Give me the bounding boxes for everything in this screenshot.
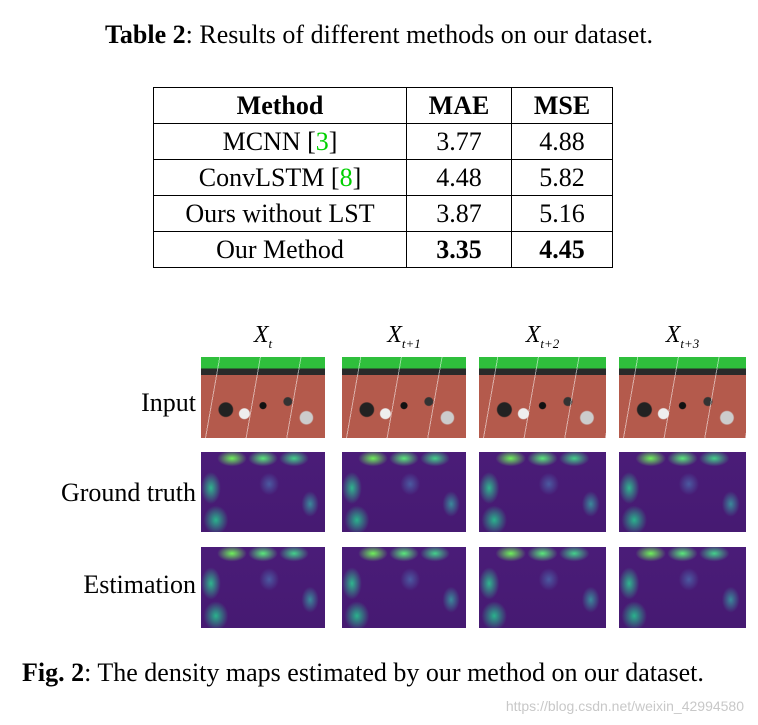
table-label: Table 2 xyxy=(104,20,186,49)
row-label: Input xyxy=(141,388,196,417)
symbol: X xyxy=(525,322,541,348)
input-frame xyxy=(479,357,606,438)
input-frame xyxy=(342,357,466,438)
density-map xyxy=(201,547,325,628)
column-label: Xt xyxy=(201,322,325,352)
method-text: ConvLSTM [ xyxy=(198,163,340,192)
symbol: X xyxy=(387,322,402,348)
symbol: X xyxy=(253,322,269,348)
density-map xyxy=(619,452,746,532)
column-label: Xt+3 xyxy=(621,322,745,352)
figure-caption: Fig. 2: The density maps estimated by ou… xyxy=(22,656,748,690)
input-frame xyxy=(201,357,325,438)
subscript: t+1 xyxy=(401,335,421,351)
density-map xyxy=(201,452,325,532)
input-frame xyxy=(619,357,746,438)
mse-cell: 4.45 xyxy=(511,231,613,268)
method-cell: ConvLSTM [8] xyxy=(153,159,407,196)
row-label: Ground truth xyxy=(60,478,196,507)
row-label: Estimation xyxy=(83,570,196,599)
mae-cell: 4.48 xyxy=(406,159,512,196)
method-cell: Ours without LST xyxy=(153,195,407,232)
method-cell: Our Method xyxy=(153,231,407,268)
mse-cell: 5.16 xyxy=(511,195,613,232)
method-text: ] xyxy=(352,163,362,192)
watermark: https://blog.csdn.net/weixin_42994580 xyxy=(505,698,744,714)
column-label: Xt+1 xyxy=(342,322,466,352)
results-table: Method MAE MSE MCNN [3] 3.77 4.88 ConvLSTM [8]… xyxy=(153,87,613,268)
mae-cell: 3.35 xyxy=(406,231,512,268)
header-row: Method MAE MSE xyxy=(153,87,613,124)
header-cell: MSE xyxy=(511,87,613,124)
header-cell: MAE xyxy=(406,87,512,124)
table-row: Ours without LST 3.87 5.16 xyxy=(153,195,613,232)
mse-cell: 5.82 xyxy=(511,159,613,196)
symbol: X xyxy=(665,322,681,348)
density-map xyxy=(479,547,606,628)
method-text: ] xyxy=(328,127,338,156)
method-text: Our Method xyxy=(216,235,344,264)
method-text: MCNN [ xyxy=(222,127,316,156)
density-map xyxy=(342,452,466,532)
subscript: t+3 xyxy=(680,335,700,351)
subscript: t+2 xyxy=(540,335,560,351)
column-label: Xt+2 xyxy=(481,322,605,352)
method-cell: MCNN [3] xyxy=(153,123,407,160)
caption-text: : Results of different methods on our da… xyxy=(185,20,654,49)
density-map xyxy=(619,547,746,628)
table-caption: Table 2: Results of different methods on… xyxy=(0,20,758,50)
caption-text: : The density maps estimated by our meth… xyxy=(84,658,704,687)
mae-cell: 3.87 xyxy=(406,195,512,232)
header-cell: Method xyxy=(153,87,407,124)
figure-label: Fig. 2 xyxy=(22,658,85,687)
mae-cell: 3.77 xyxy=(406,123,512,160)
table-row: Our Method 3.35 4.45 xyxy=(153,231,613,268)
table-row: MCNN [3] 3.77 4.88 xyxy=(153,123,613,160)
mse-cell: 4.88 xyxy=(511,123,613,160)
citation: 8 xyxy=(339,163,353,192)
citation: 3 xyxy=(315,127,329,156)
density-map xyxy=(342,547,466,628)
density-map xyxy=(479,452,606,532)
table-row: ConvLSTM [8] 4.48 5.82 xyxy=(153,159,613,196)
method-text: Ours without LST xyxy=(185,199,375,228)
subscript: t xyxy=(268,335,273,351)
